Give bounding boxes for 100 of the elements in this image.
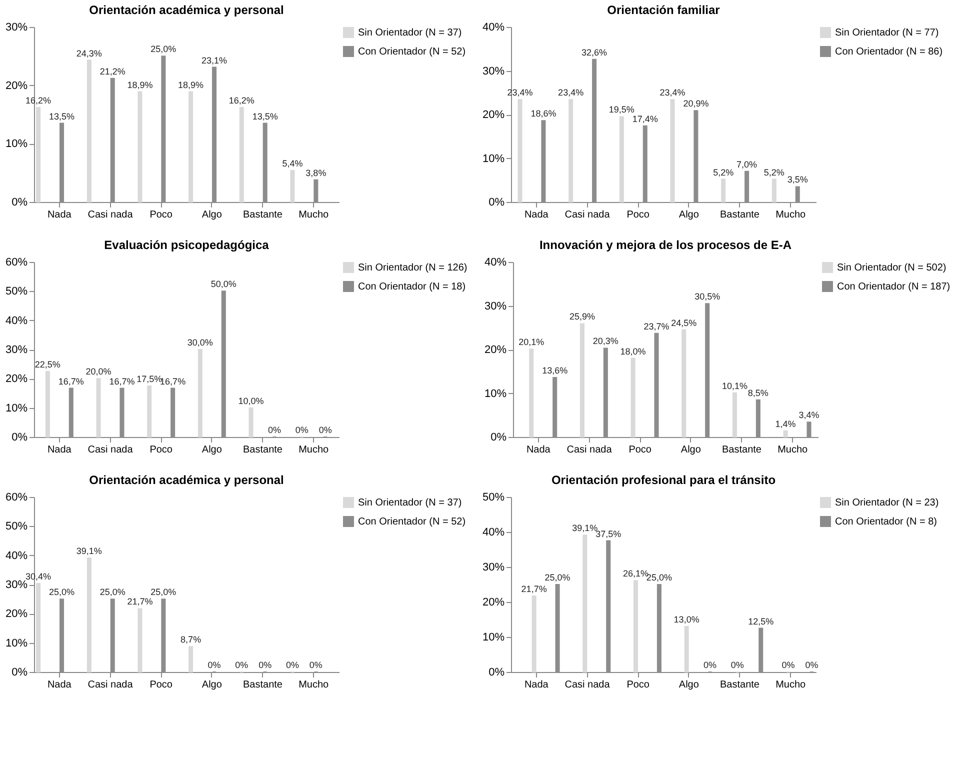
data-label: 0%	[235, 660, 248, 670]
y-tick-label: 30%	[482, 65, 505, 78]
data-label: 0%	[295, 425, 308, 435]
data-label: 5,4%	[282, 158, 303, 168]
legend-label: Con Orientador (N = 52)	[358, 516, 466, 528]
y-tick-label: 50%	[5, 520, 28, 533]
data-label: 13,5%	[48, 111, 75, 122]
data-label: 8,7%	[180, 634, 202, 645]
data-label: 30,0%	[187, 338, 213, 348]
x-tick-label: Poco	[626, 680, 650, 690]
y-tick-label: 10%	[482, 632, 505, 644]
legend-label: Con Orientador (N = 52)	[358, 46, 466, 58]
x-tick-label: Bastante	[720, 680, 760, 690]
y-tick-label: 0%	[490, 432, 507, 444]
x-tick-label: Poco	[626, 210, 650, 220]
y-tick-label: 0%	[12, 196, 28, 208]
legend-label: Sin Orientador (N = 37)	[358, 28, 462, 38]
data-label: 20,9%	[683, 98, 709, 109]
chart-title: Evaluación psicopedagógica	[104, 238, 270, 252]
x-tick-label: Mucho	[778, 444, 808, 456]
legend-label: Con Orientador (N = 187)	[837, 282, 950, 292]
data-label: 12,5%	[748, 616, 774, 626]
data-label: 10,1%	[722, 380, 748, 391]
legend-label: Con Orientador (N = 8)	[835, 516, 937, 528]
data-label: 20,3%	[592, 336, 618, 346]
x-tick-label: Poco	[150, 210, 173, 220]
data-label: 30,4%	[26, 571, 52, 582]
data-label: 17,4%	[632, 114, 658, 124]
y-tick-label: 20%	[484, 344, 507, 356]
data-label: 13,5%	[252, 111, 278, 122]
data-label: 24,3%	[76, 48, 102, 58]
legend-label: Sin Orientador (N = 77)	[835, 28, 939, 38]
data-label: 21,7%	[521, 584, 547, 594]
data-label: 25,0%	[544, 572, 570, 582]
data-label: 3,5%	[787, 174, 808, 185]
y-tick-label: 30%	[5, 344, 28, 356]
data-label: 20,0%	[86, 366, 112, 377]
data-label: 16,2%	[228, 96, 254, 106]
data-label: 0%	[805, 660, 818, 670]
data-label: 1,4%	[775, 418, 796, 429]
y-tick-label: 50%	[482, 492, 505, 504]
data-label: 13,0%	[674, 614, 700, 624]
chart-title: Orientación académica y personal	[89, 473, 284, 487]
data-label: 25,0%	[150, 44, 176, 54]
x-tick-label: Nada	[524, 210, 549, 220]
data-label: 21,2%	[100, 66, 126, 76]
x-tick-label: Mucho	[298, 680, 330, 690]
data-label: 23,1%	[201, 55, 228, 66]
y-tick-label: 0%	[488, 196, 505, 208]
data-label: 10,0%	[238, 396, 264, 406]
x-tick-label: Nada	[524, 680, 549, 690]
y-tick-label: 10%	[5, 138, 28, 150]
x-tick-label: Poco	[150, 444, 173, 456]
data-label: 18,6%	[530, 108, 556, 119]
data-label: 39,1%	[572, 523, 598, 534]
data-label: 21,7%	[127, 596, 153, 607]
data-label: 0%	[704, 660, 717, 670]
x-tick-label: Casi nada	[566, 444, 612, 456]
x-tick-label: Algo	[202, 680, 222, 690]
data-label: 50,0%	[210, 279, 236, 290]
x-tick-label: Casi nada	[88, 444, 134, 456]
x-tick-label: Bastante	[722, 444, 762, 456]
x-tick-label: Nada	[526, 444, 551, 456]
x-tick-label: Bastante	[720, 210, 760, 220]
data-label: 0%	[268, 425, 281, 435]
data-label: 23,7%	[644, 321, 670, 332]
data-label: 25,0%	[100, 587, 126, 598]
x-tick-label: Algo	[680, 444, 702, 456]
x-tick-label: Bastante	[243, 210, 283, 220]
chart-title: Orientación profesional para el tránsito	[551, 473, 776, 487]
x-tick-label: Mucho	[298, 210, 330, 220]
x-tick-label: Algo	[202, 444, 222, 456]
x-tick-label: Algo	[678, 680, 700, 690]
legend-label: Con Orientador (N = 86)	[835, 46, 943, 58]
y-tick-label: 40%	[5, 550, 28, 562]
data-label: 0%	[318, 425, 332, 435]
chart-title: Innovación y mejora de los procesos de E-A	[539, 238, 792, 252]
x-tick-label: Casi nada	[564, 210, 610, 220]
y-tick-label: 0%	[488, 666, 505, 678]
y-tick-label: 20%	[5, 80, 28, 92]
y-tick-label: 10%	[5, 402, 28, 414]
data-label: 16,7%	[109, 376, 135, 386]
x-tick-label: Nada	[47, 680, 72, 690]
y-tick-label: 30%	[484, 300, 507, 312]
data-label: 32,6%	[582, 47, 608, 58]
x-tick-label: Poco	[628, 444, 652, 456]
data-label: 18,0%	[620, 346, 646, 356]
y-tick-label: 10%	[484, 388, 507, 400]
data-label: 19,5%	[608, 104, 634, 115]
data-label: 5,2%	[713, 167, 734, 178]
data-label: 24,5%	[671, 318, 697, 328]
data-label: 23,4%	[507, 88, 533, 98]
y-tick-label: 20%	[482, 596, 505, 608]
data-label: 0%	[309, 660, 322, 670]
x-tick-label: Bastante	[243, 444, 283, 456]
x-tick-label: Algo	[202, 210, 222, 220]
data-label: 25,0%	[48, 587, 75, 598]
y-tick-label: 50%	[5, 286, 28, 298]
data-label: 16,7%	[58, 376, 84, 386]
y-tick-label: 40%	[5, 314, 28, 327]
